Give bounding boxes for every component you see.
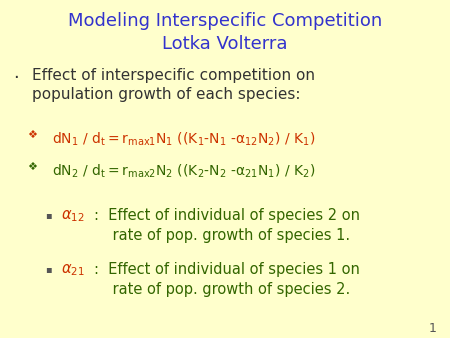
Text: ·: · [14, 69, 19, 87]
Text: $\alpha_{12}$: $\alpha_{12}$ [61, 208, 84, 223]
Text: ❖: ❖ [27, 162, 37, 172]
Text: ▪: ▪ [45, 264, 52, 274]
Text: ▪: ▪ [45, 210, 52, 220]
Text: Modeling Interspecific Competition: Modeling Interspecific Competition [68, 12, 382, 30]
Text: $\rm dN_2\ /\ d_t = r_{max2}N_2\ ((K_2\text{-}N_2\ \text{-}\alpha_{21}N_1)\ /\ K: $\rm dN_2\ /\ d_t = r_{max2}N_2\ ((K_2\t… [52, 162, 315, 179]
Text: Lotka Volterra: Lotka Volterra [162, 35, 288, 53]
Text: :  Effect of individual of species 2 on
    rate of pop. growth of species 1.: : Effect of individual of species 2 on r… [94, 208, 360, 243]
Text: :  Effect of individual of species 1 on
    rate of pop. growth of species 2.: : Effect of individual of species 1 on r… [94, 262, 360, 297]
Text: $\rm dN_1\ /\ d_t = r_{max1}N_1\ ((K_1\text{-}N_1\ \text{-}\alpha_{12}N_2)\ /\ K: $\rm dN_1\ /\ d_t = r_{max1}N_1\ ((K_1\t… [52, 130, 315, 147]
Text: 1: 1 [428, 322, 436, 335]
Text: ❖: ❖ [27, 130, 37, 140]
Text: $\alpha_{21}$: $\alpha_{21}$ [61, 262, 85, 277]
Text: Effect of interspecific competition on
population growth of each species:: Effect of interspecific competition on p… [32, 68, 315, 102]
